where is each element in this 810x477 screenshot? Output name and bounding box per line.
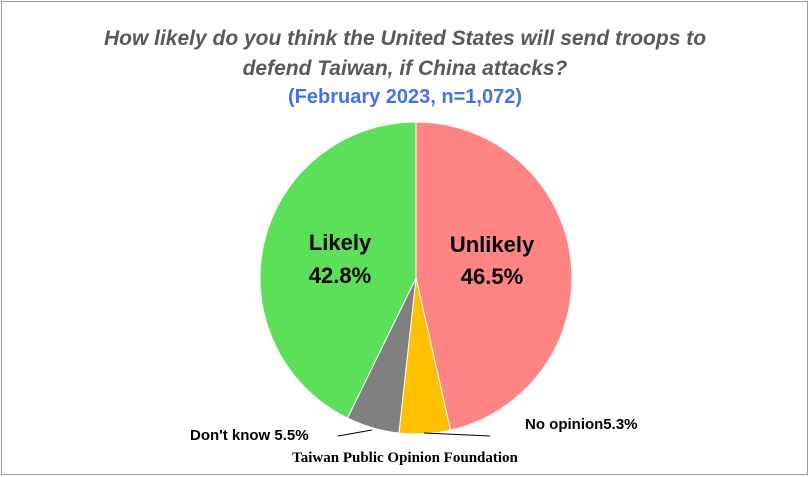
callout-label-no-opinion: No opinion5.3% [525, 416, 638, 433]
leader-line-dont-know [337, 429, 373, 437]
slice-label-likely-name: Likely [309, 230, 372, 255]
slice-label-unlikely-value: 46.5% [461, 264, 523, 289]
source-footer: Taiwan Public Opinion Foundation [292, 450, 518, 466]
slice-label-likely-value: 42.8% [309, 263, 371, 288]
chart-title-line-1: How likely do you think the United State… [103, 27, 707, 50]
leader-line-no-opinion [423, 432, 491, 437]
pie-slice-unlikely [415, 121, 573, 431]
chart-title-line-2: defend Taiwan, if China attacks? [242, 57, 568, 80]
chart-title: How likely do you think the United State… [40, 24, 770, 84]
chart-subtitle: (February 2023, n=1,072) [287, 86, 522, 108]
callout-label-dont-know: Don't know 5.5% [190, 427, 309, 444]
slice-label-unlikely-name: Unlikely [450, 232, 535, 257]
pie-slice-likely [259, 121, 417, 419]
